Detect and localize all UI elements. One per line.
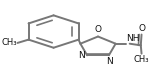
Text: CH₃: CH₃ bbox=[134, 55, 149, 64]
Text: N: N bbox=[78, 51, 85, 60]
Text: O: O bbox=[139, 24, 146, 33]
Text: O: O bbox=[94, 25, 101, 34]
Text: CH₃: CH₃ bbox=[1, 38, 17, 47]
Text: NH: NH bbox=[127, 34, 140, 43]
Text: N: N bbox=[106, 57, 113, 66]
